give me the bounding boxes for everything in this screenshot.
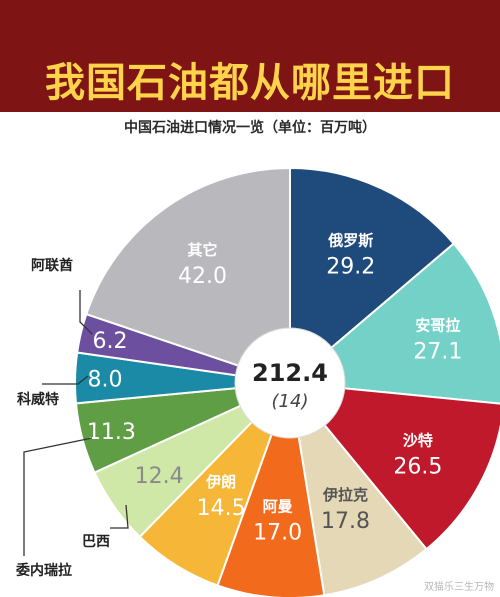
donut-center xyxy=(234,327,346,439)
slice-category-label: 伊朗 xyxy=(205,473,236,491)
slice-value-label: 6.2 xyxy=(93,329,128,354)
pie-slice xyxy=(85,166,291,385)
title-banner xyxy=(0,0,500,112)
slice-category-label: 阿联酋 xyxy=(31,257,73,274)
leader-line xyxy=(79,290,93,335)
leader-line xyxy=(23,437,93,556)
slice-value-label: 17.8 xyxy=(321,509,370,534)
watermark: 双猫乐三生万物 xyxy=(424,582,494,593)
slice-value-label: 14.5 xyxy=(197,496,246,521)
leader-line xyxy=(42,375,89,385)
slice-category-label: 委内瑞拉 xyxy=(15,562,72,579)
pie-slice xyxy=(288,379,428,597)
leader-line xyxy=(110,504,129,529)
slice-category-label: 其它 xyxy=(188,241,218,259)
pie-slice xyxy=(287,381,500,551)
slice-category-label: 俄罗斯 xyxy=(327,231,373,249)
chart-subtitle: 中国石油进口情况一览（单位：百万吨） xyxy=(124,120,376,136)
slice-category-label: 安哥拉 xyxy=(415,317,460,335)
slice-value-label: 42.0 xyxy=(178,264,227,289)
slice-value-label: 12.4 xyxy=(135,464,184,489)
slice-category-label: 巴西 xyxy=(82,534,110,550)
slice-value-label: 29.2 xyxy=(326,254,375,279)
pie-slice xyxy=(287,242,500,405)
slice-value-label: 11.3 xyxy=(87,420,136,445)
slice-value-label: 26.5 xyxy=(393,454,442,479)
slice-value-label: 27.1 xyxy=(413,340,462,365)
slice-value-label: 17.0 xyxy=(253,520,302,545)
page-title: 我国石油都从哪里进口 xyxy=(45,60,455,106)
slice-category-label: 伊拉克 xyxy=(322,486,368,504)
slice-value-label: 8.0 xyxy=(88,368,123,393)
center-total-label: 212.4 xyxy=(252,359,328,387)
slice-category-label: 沙特 xyxy=(403,431,433,449)
slice-category-label: 科威特 xyxy=(17,391,59,408)
pie-slice xyxy=(289,166,456,386)
center-sublabel: (14) xyxy=(272,391,309,412)
slice-category-label: 阿曼 xyxy=(263,497,293,515)
